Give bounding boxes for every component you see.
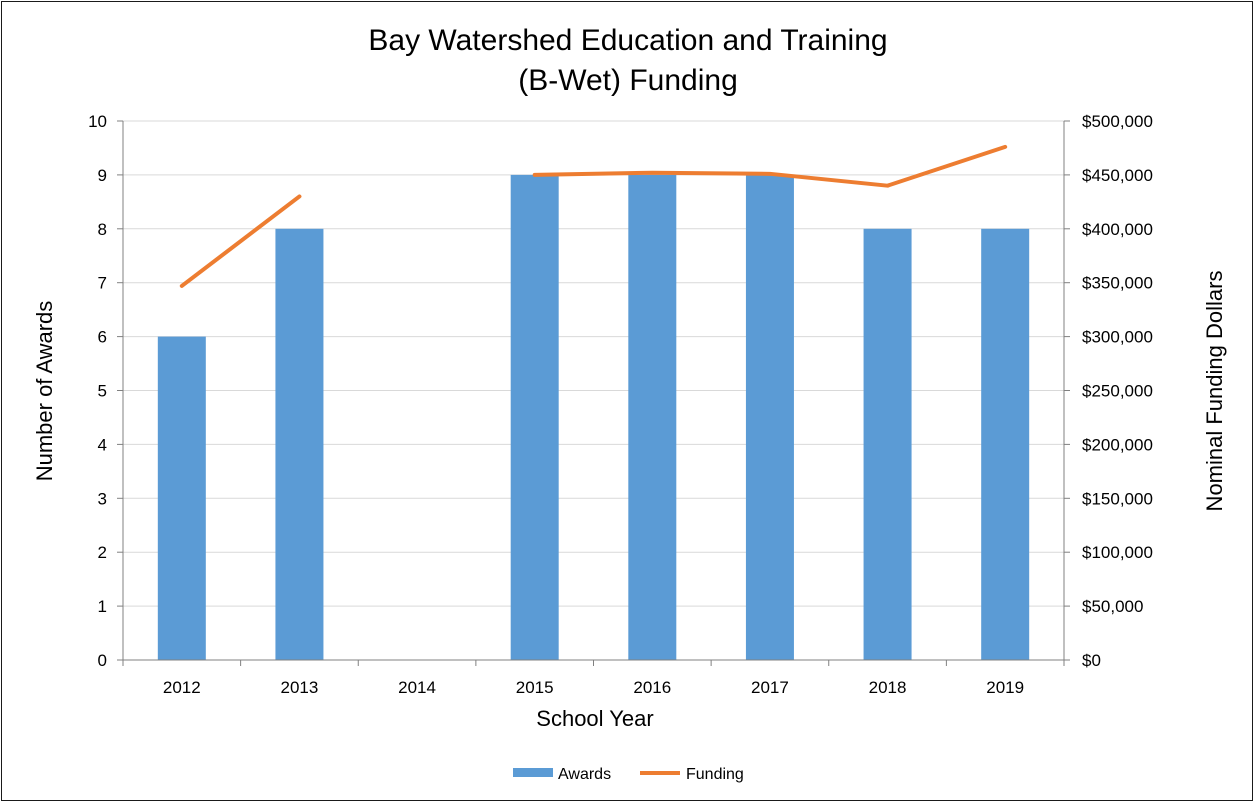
funding-line-segment [532, 144, 1008, 188]
y2-axis-title: Nominal Funding Dollars [1202, 271, 1227, 512]
x-tick-label: 2019 [986, 678, 1024, 697]
axes [117, 120, 1070, 666]
left-tick-label: 9 [98, 166, 107, 185]
right-tick-label: $250,000 [1082, 382, 1153, 401]
legend-awards-label: Awards [558, 766, 611, 783]
chart-title: Bay Watershed Education and Training (B-… [368, 24, 887, 97]
right-tick-label: $350,000 [1082, 274, 1153, 293]
right-tick-label: $200,000 [1082, 435, 1153, 454]
left-axis-ticks: 0 1 2 3 4 5 6 7 8 9 10 [88, 112, 107, 670]
left-tick-label: 0 [98, 651, 107, 670]
x-axis-title: School Year [536, 706, 653, 731]
bar-awards-2015 [510, 174, 559, 660]
bars [157, 174, 1030, 661]
x-tick-label: 2016 [633, 678, 671, 697]
x-tick-label: 2018 [869, 678, 907, 697]
right-tick-label: $450,000 [1082, 166, 1153, 185]
bar-awards-2017 [745, 174, 794, 660]
y-axis-title: Number of Awards [32, 301, 57, 482]
gridlines [123, 120, 1064, 607]
left-tick-label: 3 [98, 489, 107, 508]
bar-awards-2013 [275, 228, 324, 661]
left-tick-label: 4 [98, 435, 107, 454]
left-tick-label: 8 [98, 220, 107, 239]
left-tick-label: 5 [98, 382, 107, 401]
right-tick-label: $400,000 [1082, 220, 1153, 239]
bar-awards-2016 [628, 174, 677, 660]
x-tick-label: 2012 [163, 678, 201, 697]
left-tick-label: 7 [98, 274, 107, 293]
x-tick-label: 2017 [751, 678, 789, 697]
right-tick-label: $50,000 [1082, 597, 1143, 616]
bar-awards-2018 [863, 228, 912, 661]
bar-awards-2012 [157, 336, 206, 660]
left-tick-label: 2 [98, 543, 107, 562]
legend-funding-label: Funding [686, 766, 744, 783]
right-tick-label: $300,000 [1082, 328, 1153, 347]
chart-title-line-2: (B-Wet) Funding [518, 64, 738, 97]
funding-line-group [179, 144, 1008, 288]
right-tick-label: $150,000 [1082, 489, 1153, 508]
right-tick-label: $500,000 [1082, 112, 1153, 131]
funding-line-segment [179, 194, 302, 288]
bar-awards-2019 [981, 228, 1030, 661]
right-axis-ticks: $0 $50,000 $100,000 $150,000 $200,000 $250,00… [1082, 112, 1153, 670]
x-tick-label: 2013 [281, 678, 319, 697]
right-tick-label: $0 [1082, 651, 1101, 670]
left-tick-label: 6 [98, 328, 107, 347]
legend: Awards Funding [513, 766, 744, 783]
x-tick-label: 2014 [398, 678, 436, 697]
left-tick-label: 10 [88, 112, 107, 131]
legend-awards-swatch [513, 768, 553, 777]
x-axis-ticks: 2012 2013 2014 2015 2016 2017 2018 2019 [163, 678, 1024, 697]
x-tick-label: 2015 [516, 678, 554, 697]
chart-title-line-1: Bay Watershed Education and Training [368, 24, 887, 57]
left-tick-label: 1 [98, 597, 107, 616]
right-tick-label: $100,000 [1082, 543, 1153, 562]
